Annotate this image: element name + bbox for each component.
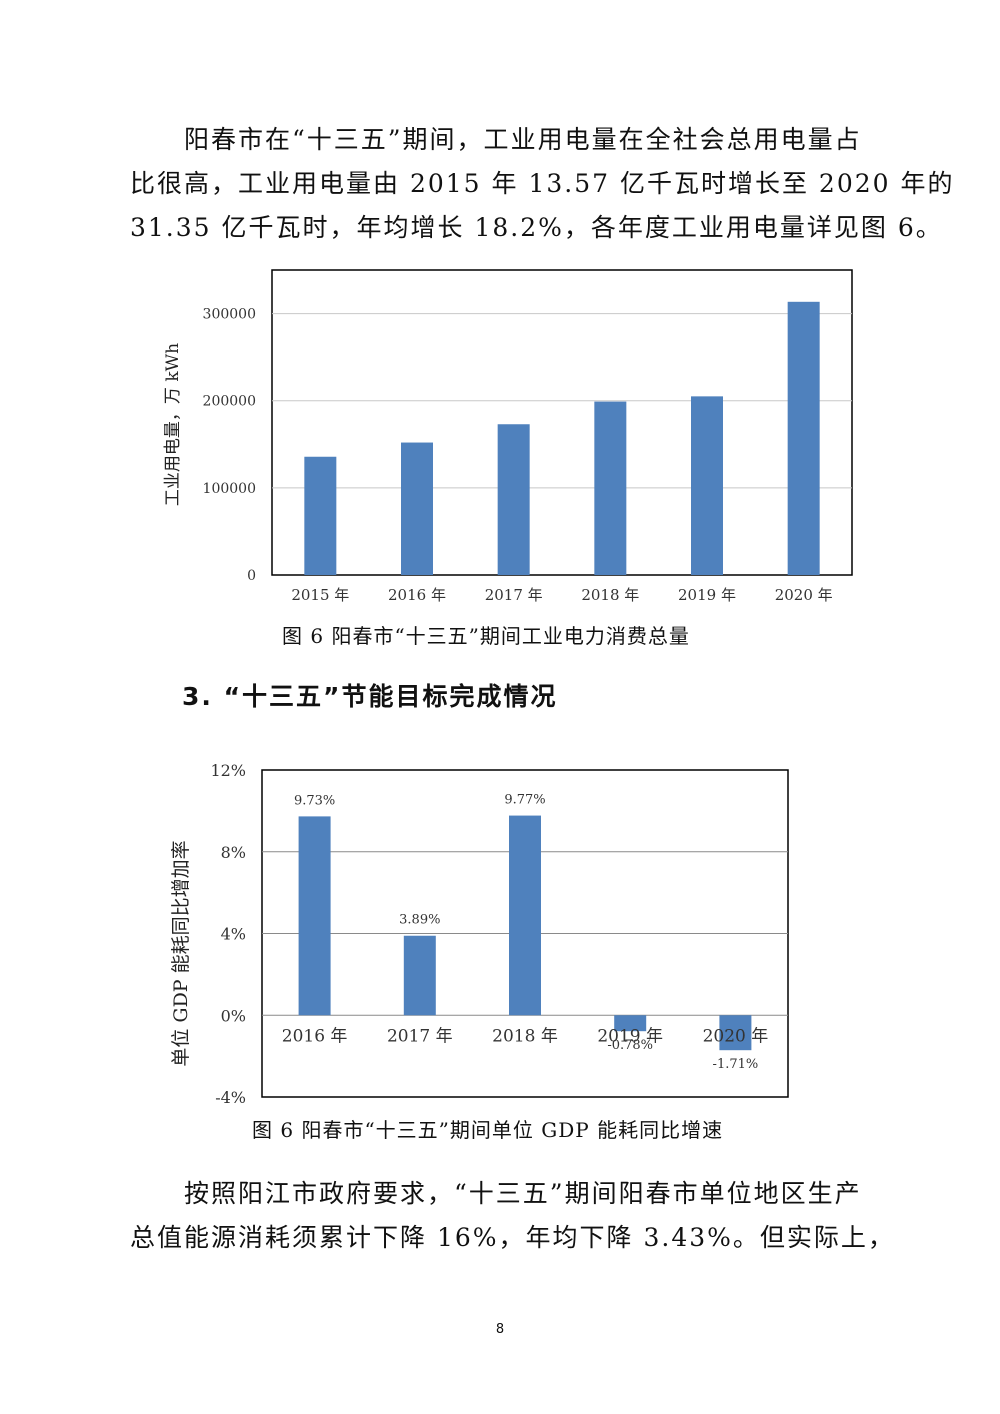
x-tick-label: 2018 年 <box>492 1026 558 1046</box>
figure-caption: 图 6 阳春市“十三五”期间工业电力消费总量 <box>282 624 690 648</box>
body-paragraph: 按照阳江市政府要求，“十三五”期间阳春市单位地区生产 总值能源消耗须累计下降 1… <box>130 1172 895 1260</box>
y-tick-label: -4% <box>215 1088 246 1107</box>
data-label: 9.73% <box>294 793 335 808</box>
bar <box>691 396 723 575</box>
paragraph-line: 总值能源消耗须累计下降 16%，年均下降 3.43%。但实际上， <box>130 1223 895 1252</box>
industrial-electricity-chart: 0 100000 200000 300000 2015 年 2016 年 2017 年 201… <box>163 269 853 604</box>
paragraph-line: 按照阳江市政府要求，“十三五”期间阳春市单位地区生产 <box>184 1179 862 1208</box>
y-tick-label: 8% <box>221 843 246 862</box>
paragraph-line: 31.35 亿千瓦时，年均增长 18.2%，各年度工业用电量详见图 6。 <box>130 213 943 242</box>
data-label: -1.71% <box>713 1057 759 1072</box>
x-tick-label: 2019 年 <box>597 1026 663 1046</box>
x-tick-label: 2020 年 <box>775 586 833 604</box>
y-tick-label: 300000 <box>203 307 256 323</box>
y-axis-label: 单位 GDP 能耗同比增加率 <box>170 840 192 1066</box>
data-label: 9.77% <box>504 793 545 808</box>
bar <box>298 816 331 1016</box>
data-label: 3.89% <box>399 913 440 928</box>
x-tick-label: 2016 年 <box>388 586 446 604</box>
x-tick-label: 2019 年 <box>678 586 736 604</box>
data-label: -0.78% <box>607 1038 653 1053</box>
y-tick-label: 100000 <box>203 481 256 497</box>
page-number: 8 <box>495 1322 505 1337</box>
y-tick-label: 0 <box>247 568 256 584</box>
section-heading: 3. “十三五”节能目标完成情况 <box>182 682 558 711</box>
figure-caption: 图 6 阳春市“十三五”期间单位 GDP 能耗同比增速 <box>252 1118 724 1142</box>
x-tick-label: 2016 年 <box>282 1026 348 1046</box>
bar <box>787 301 820 575</box>
bar <box>403 935 436 1016</box>
paragraph-line: 阳春市在“十三五”期间，工业用电量在全社会总用电量占 <box>184 125 862 154</box>
bar <box>614 1015 647 1032</box>
y-tick-label: 0% <box>221 1006 246 1025</box>
bar <box>497 424 530 575</box>
x-tick-label: 2015 年 <box>291 586 349 604</box>
bar <box>401 442 433 575</box>
y-tick-label: 4% <box>221 925 246 944</box>
gdp-energy-growth-chart: -4% 0% 4% 8% 12% 9.73% 2016 年 3.89% 2017 年 9.77% 2… <box>170 761 789 1107</box>
bar <box>594 401 627 575</box>
y-tick-label: 12% <box>210 761 246 780</box>
bar <box>719 1015 752 1051</box>
bar <box>304 456 337 575</box>
bar <box>509 815 541 1016</box>
paragraph-line: 比很高，工业用电量由 2015 年 13.57 亿千瓦时增长至 2020 年的 <box>130 169 955 198</box>
x-tick-label: 2020 年 <box>703 1026 769 1046</box>
plot-area <box>271 269 853 576</box>
x-tick-label: 2017 年 <box>485 586 543 604</box>
intro-paragraph: 阳春市在“十三五”期间，工业用电量在全社会总用电量占 比很高，工业用电量由 20… <box>130 118 955 250</box>
x-tick-label: 2017 年 <box>387 1026 453 1046</box>
y-axis-label: 工业用电量，万 kWh <box>163 343 183 506</box>
x-tick-label: 2018 年 <box>581 586 639 604</box>
y-tick-label: 200000 <box>203 394 256 410</box>
